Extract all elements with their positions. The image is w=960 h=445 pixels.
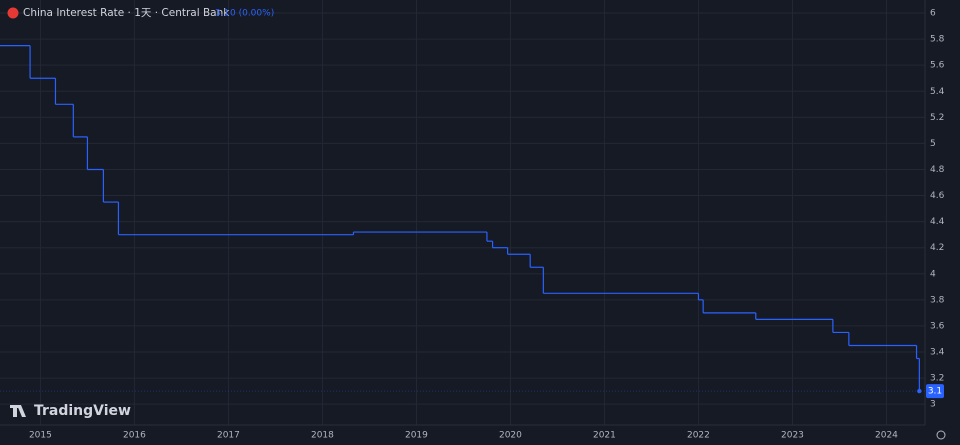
y-tick-label: 5.6 (930, 61, 945, 71)
x-tick-label: 2024 (875, 431, 898, 441)
y-tick-label: 6 (930, 9, 936, 19)
x-tick-label: 2021 (593, 431, 616, 441)
price-label-box (926, 384, 944, 399)
x-tick-label: 2016 (123, 431, 146, 441)
y-tick-label: 5.8 (930, 35, 945, 45)
x-tick-label: 2019 (405, 431, 428, 441)
y-tick-label: 4.6 (930, 191, 945, 201)
settings-icon[interactable] (936, 430, 946, 440)
y-tick-label: 3.2 (930, 374, 944, 384)
change: 0 (0.00%) (230, 9, 274, 19)
y-tick-label: 4.4 (930, 217, 945, 227)
y-tick-label: 4 (930, 269, 936, 279)
x-tick-label: 2015 (29, 431, 52, 441)
y-tick-label: 4.8 (930, 165, 945, 175)
flag-icon (7, 7, 19, 19)
x-tick-label: 2022 (687, 431, 710, 441)
x-tick-label: 2018 (311, 431, 334, 441)
brand: TradingView (34, 403, 131, 419)
x-tick-label: 2020 (499, 431, 522, 441)
brand-logo (10, 405, 26, 417)
y-tick-label: 4.2 (930, 243, 944, 253)
last-value: 3.1 (215, 9, 229, 19)
x-tick-label: 2023 (781, 431, 804, 441)
y-tick-label: 5.2 (930, 113, 944, 123)
y-tick-label: 3.6 (930, 321, 945, 331)
last-point (917, 388, 922, 394)
y-tick-label: 5.4 (930, 87, 945, 97)
x-tick-label: 2017 (217, 431, 240, 441)
price-label: 3.1 (928, 387, 942, 397)
chart-title: China Interest Rate · 1天 · Central Bank (23, 7, 230, 19)
y-tick-label: 5 (930, 139, 936, 149)
y-tick-label: 3.4 (930, 347, 945, 357)
y-tick-label: 3 (930, 400, 936, 410)
y-tick-label: 3.8 (930, 295, 945, 305)
